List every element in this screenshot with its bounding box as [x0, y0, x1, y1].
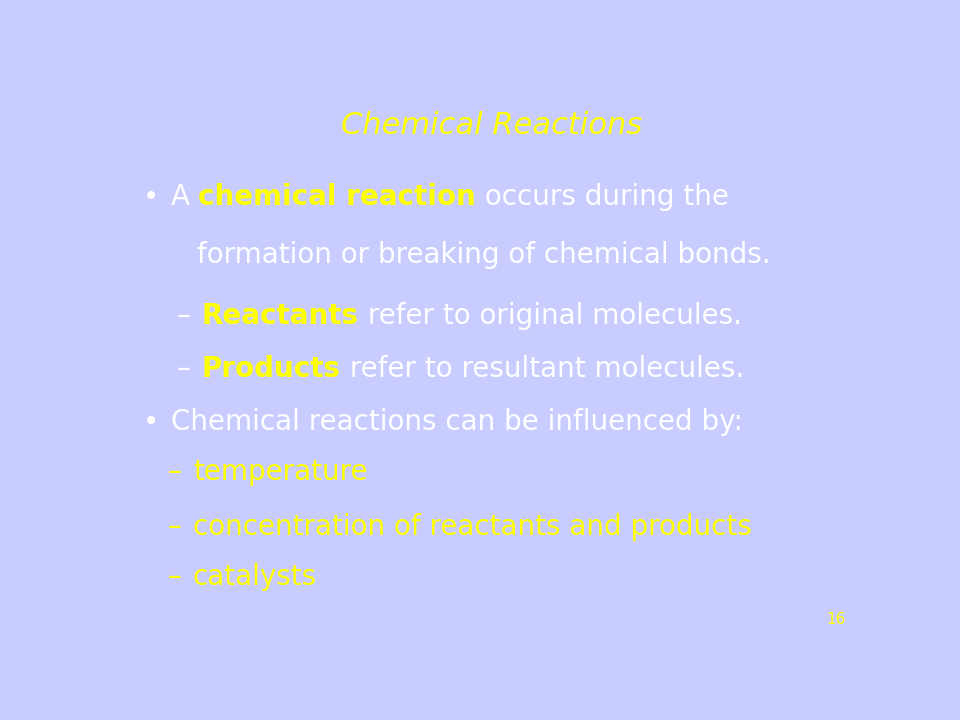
Text: concentration of reactants and products: concentration of reactants and products — [193, 513, 752, 541]
Text: •: • — [143, 184, 159, 211]
Text: formation or breaking of chemical bonds.: formation or breaking of chemical bonds. — [198, 241, 771, 269]
Text: A: A — [171, 184, 199, 211]
Text: occurs during the: occurs during the — [476, 184, 729, 211]
Text: –: – — [167, 458, 181, 486]
Text: –: – — [167, 563, 181, 591]
Text: •: • — [143, 408, 159, 436]
Text: –: – — [177, 302, 190, 330]
Text: refer to resultant molecules.: refer to resultant molecules. — [341, 355, 744, 383]
Text: Reactants: Reactants — [202, 302, 359, 330]
Text: Products: Products — [202, 355, 341, 383]
Text: temperature: temperature — [193, 458, 368, 486]
Text: refer to original molecules.: refer to original molecules. — [359, 302, 742, 330]
Text: catalysts: catalysts — [193, 563, 317, 591]
Text: chemical reaction: chemical reaction — [199, 184, 476, 211]
Text: –: – — [167, 513, 181, 541]
Text: –: – — [177, 355, 190, 383]
Text: Chemical Reactions: Chemical Reactions — [342, 111, 642, 140]
Text: 16: 16 — [826, 612, 846, 627]
Text: Chemical reactions can be influenced by:: Chemical reactions can be influenced by: — [171, 408, 742, 436]
